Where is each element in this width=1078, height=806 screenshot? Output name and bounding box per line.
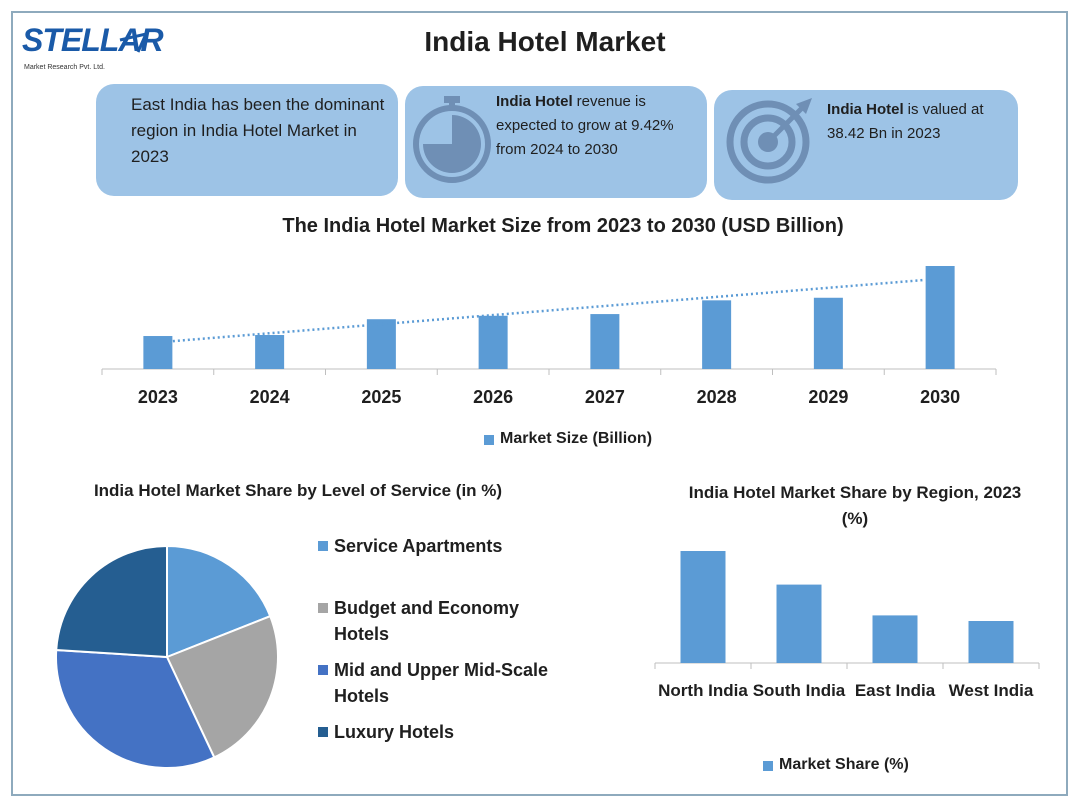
stopwatch-icon bbox=[413, 96, 491, 183]
bar bbox=[872, 615, 918, 663]
x-tick-label: West India bbox=[948, 681, 1034, 700]
legend-swatch bbox=[484, 435, 494, 445]
card: India Hotel is valued at 38.42 Bn in 2023 bbox=[714, 90, 1018, 200]
card-text: India Hotel revenue is expected to grow a… bbox=[496, 90, 696, 162]
x-tick-label: 2025 bbox=[361, 387, 402, 407]
card: India Hotel revenue is expected to grow a… bbox=[405, 86, 707, 198]
x-tick-label: 2030 bbox=[920, 387, 961, 407]
legend-swatch bbox=[318, 665, 328, 675]
legend-label: Budget and Economy Hotels bbox=[334, 598, 520, 644]
card-body: revenue is expected to grow at 9.42% fro… bbox=[496, 93, 674, 158]
logo-arrow bbox=[119, 31, 149, 53]
x-tick-label: North India bbox=[658, 681, 748, 700]
x-tick-label: South India bbox=[752, 681, 846, 700]
card-bold: India Hotel bbox=[496, 93, 573, 110]
x-tick-label: 2028 bbox=[696, 387, 737, 407]
legend-swatch bbox=[763, 761, 773, 771]
x-tick-label: 2024 bbox=[249, 387, 290, 407]
card-body: is valued at 38.42 Bn in 2023 bbox=[827, 101, 984, 142]
bar bbox=[776, 584, 822, 663]
frame bbox=[11, 11, 1068, 796]
x-tick-label: 2027 bbox=[584, 387, 625, 407]
x-tick-label: 2023 bbox=[137, 387, 178, 407]
x-tick-label: 2029 bbox=[808, 387, 849, 407]
legend-swatch bbox=[318, 727, 328, 737]
x-tick-label: 2026 bbox=[473, 387, 514, 407]
legend-label: Luxury Hotels bbox=[334, 722, 455, 742]
chart-title: India Hotel Market Share by Level of Ser… bbox=[93, 481, 503, 500]
trend-line bbox=[172, 278, 926, 343]
logo-name: STELLAR bbox=[22, 22, 164, 58]
legend-label: Service Apartments bbox=[334, 536, 503, 556]
target-icon bbox=[726, 98, 812, 184]
pie-slice bbox=[55, 544, 168, 659]
legend-swatch bbox=[318, 603, 328, 613]
bar bbox=[143, 336, 173, 369]
card-text: India Hotel is valued at 38.42 Bn in 2023 bbox=[827, 98, 1007, 146]
bar bbox=[590, 314, 620, 369]
bar bbox=[813, 297, 843, 369]
bar bbox=[925, 266, 955, 369]
legend-swatch bbox=[318, 541, 328, 551]
chart-title: India Hotel Market Share by Region, 2023… bbox=[688, 483, 1022, 528]
bar bbox=[366, 319, 396, 369]
pie-slice bbox=[55, 648, 216, 769]
bar bbox=[680, 551, 726, 663]
x-tick-label: East India bbox=[854, 681, 936, 700]
legend-label: Market Size (Billion) bbox=[500, 430, 653, 447]
bar bbox=[968, 621, 1014, 663]
logo-tagline: Market Research Pvt. Ltd. bbox=[24, 64, 105, 71]
chart-title: The India Hotel Market Size from 2023 to… bbox=[282, 215, 844, 237]
bar bbox=[478, 315, 508, 369]
card-bold: India Hotel bbox=[827, 101, 904, 118]
page-title: India Hotel Market bbox=[424, 26, 666, 57]
bar bbox=[255, 335, 285, 369]
bar bbox=[702, 300, 732, 369]
pie-slice bbox=[166, 544, 272, 659]
legend-label: Market Share (%) bbox=[779, 756, 909, 773]
card-text: East India has been the dominant region … bbox=[131, 95, 385, 166]
legend-label: Mid and Upper Mid-Scale Hotels bbox=[334, 660, 549, 706]
pie-slice bbox=[165, 614, 279, 759]
card: East India has been the dominant region … bbox=[96, 84, 398, 196]
